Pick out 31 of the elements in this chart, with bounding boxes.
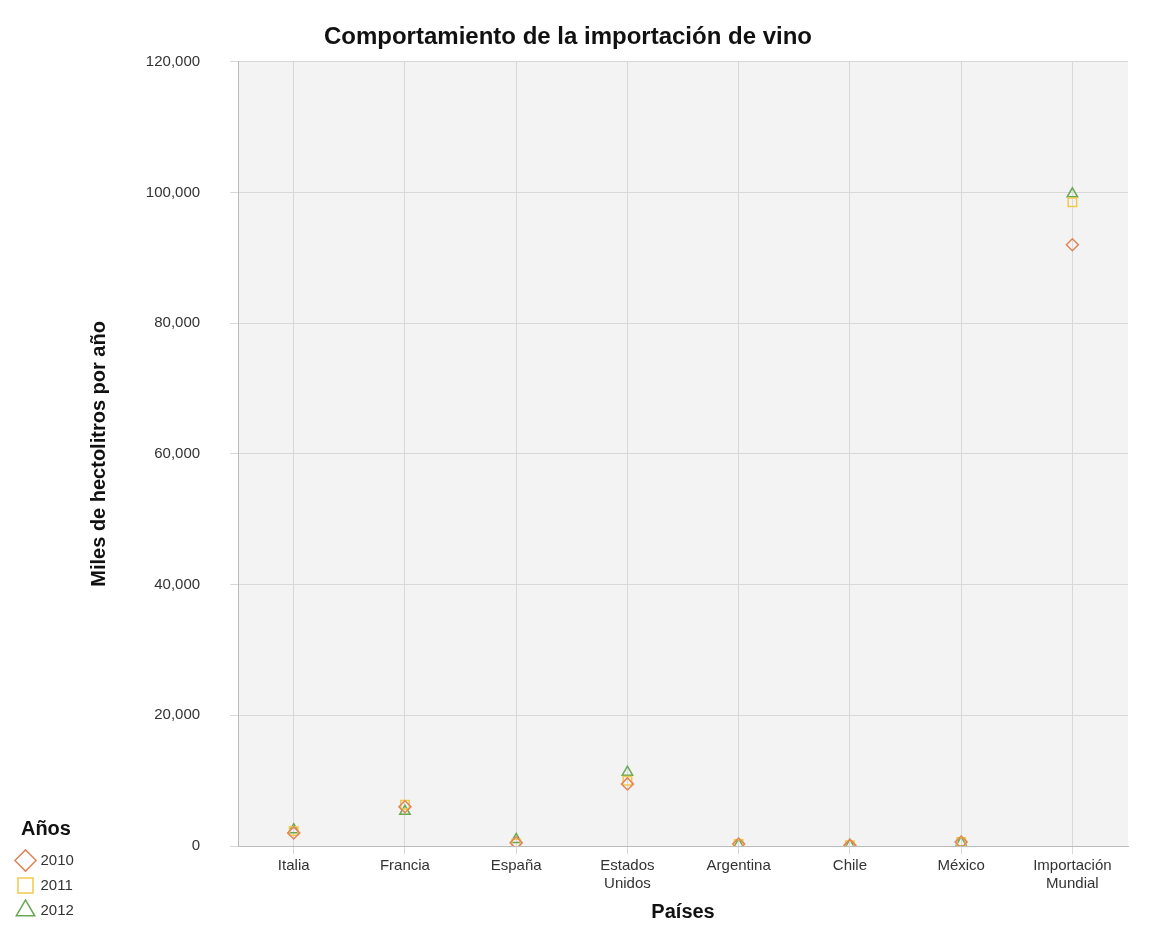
y-tick-label: 100,000 [145, 182, 201, 200]
y-axis-title: Miles de hectolitros por año [87, 321, 110, 587]
legend-label: 2012 [40, 900, 74, 918]
y-tick-label: 80,000 [154, 313, 201, 331]
legend-label: 2010 [40, 850, 74, 868]
x-tick-label: México [937, 856, 985, 874]
x-tick-label: Argentina [706, 856, 772, 874]
point [286, 826, 301, 840]
point [1067, 197, 1078, 208]
y-tick-label: 0 [191, 836, 201, 854]
x-tick-label: Estados Unidos [600, 856, 655, 892]
chart-title: Comportamiento de la importación de vino [323, 22, 813, 50]
x-tick-label: Italia [277, 856, 311, 874]
y-tick-label: 60,000 [154, 444, 201, 462]
y-tick-label: 20,000 [154, 705, 201, 723]
x-axis-title: Países [651, 899, 715, 922]
point [1065, 238, 1080, 252]
point [399, 799, 410, 810]
legend-label: 2011 [40, 875, 73, 893]
point [1066, 187, 1079, 198]
x-tick-label: Francia [379, 856, 431, 874]
point [399, 804, 411, 816]
point [620, 777, 635, 791]
x-tick-label: España [490, 856, 543, 874]
x-tick-label: Chile [832, 856, 867, 874]
point [621, 765, 634, 776]
legend-title: Años [20, 816, 71, 839]
x-tick-label: Importación Mundial [1033, 856, 1112, 892]
y-tick-label: 120,000 [145, 51, 201, 69]
point [622, 775, 633, 786]
y-tick-label: 40,000 [154, 574, 201, 592]
